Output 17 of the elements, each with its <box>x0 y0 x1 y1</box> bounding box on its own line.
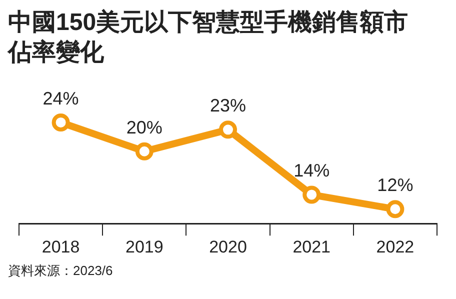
point <box>386 200 404 218</box>
data-label: 23% <box>210 96 246 116</box>
point <box>52 113 70 132</box>
point <box>302 186 321 204</box>
x-tick-label: 2018 <box>42 237 80 256</box>
chart-title: 中國150美元以下智慧型手機銷售額市佔率變化 <box>8 8 410 68</box>
x-tick-label: 2020 <box>209 237 247 256</box>
data-label: 14% <box>294 160 330 181</box>
data-label: 12% <box>377 175 414 196</box>
x-tick-label: 2021 <box>292 237 331 256</box>
data-label: 24% <box>42 88 79 108</box>
point <box>135 142 154 160</box>
data-label: 20% <box>126 117 162 138</box>
x-tick-label: 2022 <box>376 237 414 256</box>
source-note: 資料來源：2023/6 <box>8 262 114 280</box>
point <box>219 120 237 139</box>
x-tick-label: 2019 <box>125 237 164 256</box>
